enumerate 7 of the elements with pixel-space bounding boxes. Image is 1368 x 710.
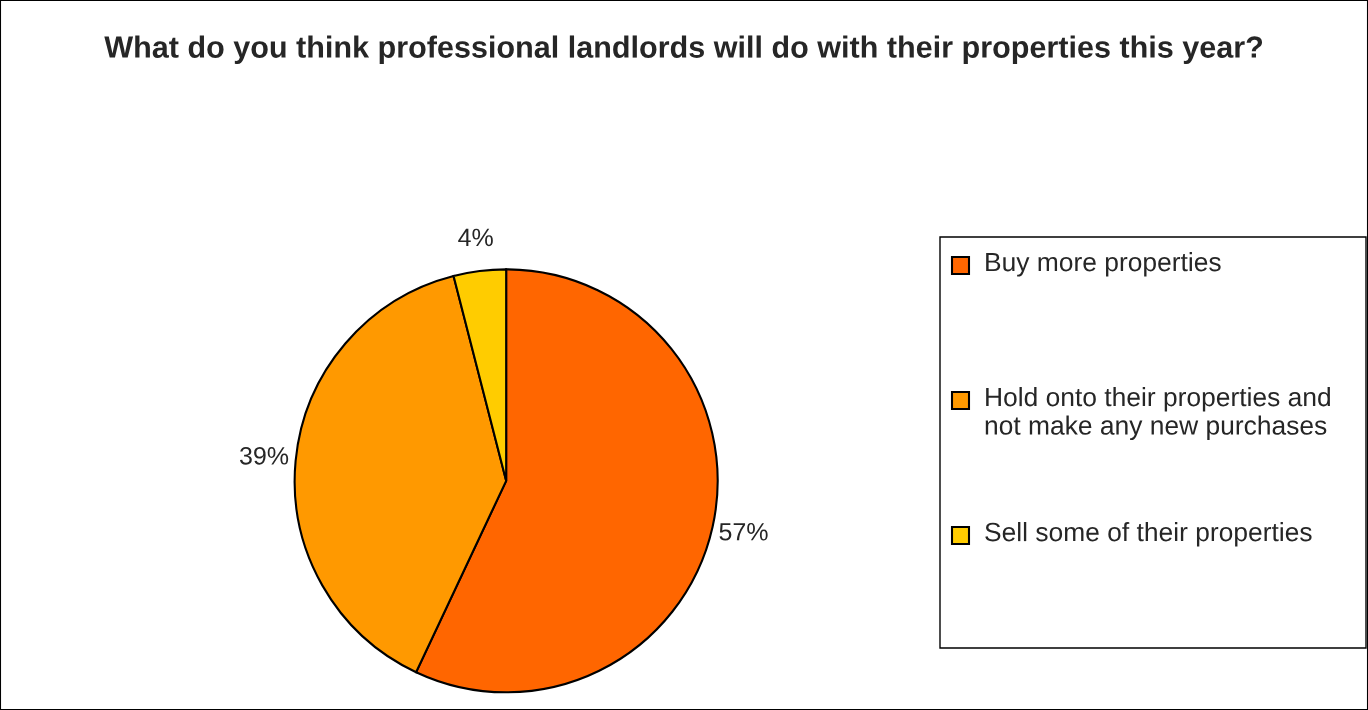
chart-title: What do you think professional landlords will do with their properties this year? xyxy=(104,35,1263,64)
legend-label: Buy more properties xyxy=(986,252,1221,277)
legend-label: Sell some of their properties xyxy=(985,522,1312,547)
data-label: 4% xyxy=(458,228,493,247)
data-label: 39% xyxy=(239,446,289,465)
data-label: 57% xyxy=(719,523,768,541)
legend-label: Hold onto their properties and not make any new purchases xyxy=(985,387,1330,441)
